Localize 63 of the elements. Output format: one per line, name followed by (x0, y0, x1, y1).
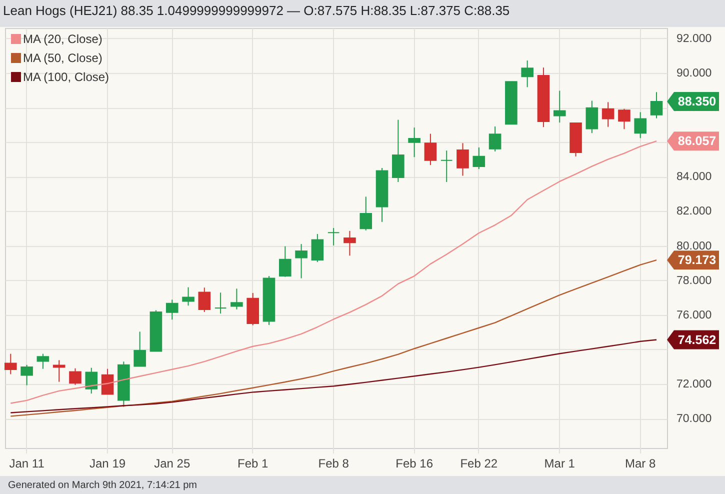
candlestick (618, 108, 630, 130)
candlestick (101, 368, 114, 395)
candlestick (134, 331, 146, 367)
candlestick (295, 244, 308, 279)
text: Generated on March 9th 2021, 7:14:21 pm (8, 480, 198, 491)
candlestick (472, 146, 486, 170)
candlestick (20, 364, 33, 386)
y-tick-label: 82.000 (676, 206, 712, 218)
candlestick (553, 90, 566, 124)
legend-label: MA (100, Close) (23, 70, 110, 84)
candlestick (198, 287, 211, 312)
candlestick (36, 353, 50, 370)
y-tick-label: 84.000 (676, 171, 712, 184)
candlestick (166, 299, 178, 320)
candlestick (586, 100, 598, 134)
line-series (10, 140, 658, 404)
candlestick (182, 286, 194, 306)
candlestick (408, 127, 420, 158)
candlestick (69, 368, 82, 386)
y-tick-label: 90.000 (676, 67, 712, 80)
data-label: 79.173 (678, 253, 716, 268)
line-series (10, 339, 658, 414)
candlestick (360, 196, 372, 231)
x-tick-label: Jan 19 (90, 456, 126, 470)
candlestick (344, 230, 356, 256)
candlestick (278, 246, 292, 278)
x-tick-label: Mar 1 (544, 456, 576, 470)
data-label: 74.562 (678, 332, 716, 347)
y-tick-label: 92.000 (676, 32, 712, 45)
chart-title: Lean Hogs (HEJ21) 88.35 1.0499999999999972 — O:87.575 H:88.35 L:87.375 C:88.35 (3, 3, 510, 18)
y-tick-label: 80.000 (676, 240, 712, 252)
candlestick (634, 112, 647, 139)
candlestick (85, 367, 98, 394)
y-tick-label: 78.000 (676, 274, 712, 287)
candlestick (488, 126, 502, 152)
y-tick-label: 70.000 (676, 413, 712, 426)
candlestick (521, 60, 534, 88)
text: 88.350 (678, 94, 716, 108)
candlestick (4, 353, 17, 375)
x-tick-label: Feb 8 (318, 456, 350, 470)
candlestick (440, 150, 453, 182)
x-tick-label: Jan 11 (9, 456, 45, 470)
candlestick (602, 102, 614, 128)
y-tick-label: 76.000 (676, 309, 712, 322)
x-tick-label: Feb 16 (396, 456, 434, 470)
x-tick-label: Mar 8 (625, 456, 656, 470)
legend-label: MA (20, Close) (23, 32, 102, 46)
candlestick (424, 133, 437, 166)
candlestick (311, 234, 324, 263)
candlestick (52, 360, 66, 382)
line-series (10, 259, 658, 417)
x-tick-label: Feb 22 (460, 456, 498, 470)
candlestick (327, 227, 340, 246)
candlestick (456, 142, 469, 176)
data-label: 86.057 (678, 134, 716, 148)
x-tick-label: Jan 25 (154, 456, 190, 470)
y-tick-label: 72.000 (676, 378, 712, 391)
candlestick (650, 92, 663, 119)
candlestick (214, 292, 227, 314)
candlestick (392, 119, 404, 182)
x-tick-label: Feb 1 (238, 456, 269, 470)
legend-label: MA (50, Close) (23, 51, 102, 65)
candlestick (230, 288, 243, 310)
